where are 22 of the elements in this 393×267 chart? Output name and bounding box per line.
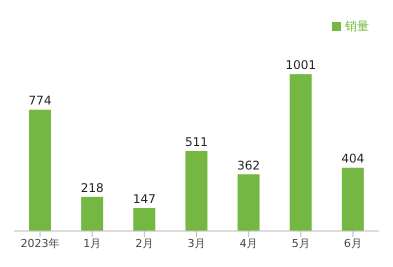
legend-label: 销量 <box>345 19 369 33</box>
data-label: 362 <box>237 158 260 172</box>
bar <box>238 174 260 231</box>
data-label: 1001 <box>285 58 316 72</box>
bar <box>133 208 156 231</box>
x-tick-label: 3月 <box>188 236 206 250</box>
x-tick-label: 2023年 <box>20 236 60 250</box>
x-tick-label: 2月 <box>135 236 154 250</box>
data-label: 511 <box>184 134 208 149</box>
bar <box>290 74 312 231</box>
bar <box>29 110 51 231</box>
x-tick-label: 6月 <box>344 236 362 250</box>
bar <box>342 168 364 231</box>
x-tick-label: 5月 <box>292 236 310 250</box>
bar <box>185 150 208 231</box>
data-label: 218 <box>80 180 104 195</box>
data-label: 404 <box>341 152 364 166</box>
data-label: 147 <box>132 192 156 206</box>
x-tick-label: 1月 <box>83 236 102 250</box>
x-tick-label: 4月 <box>240 236 258 250</box>
bar <box>81 196 104 231</box>
data-label: 774 <box>28 94 52 108</box>
